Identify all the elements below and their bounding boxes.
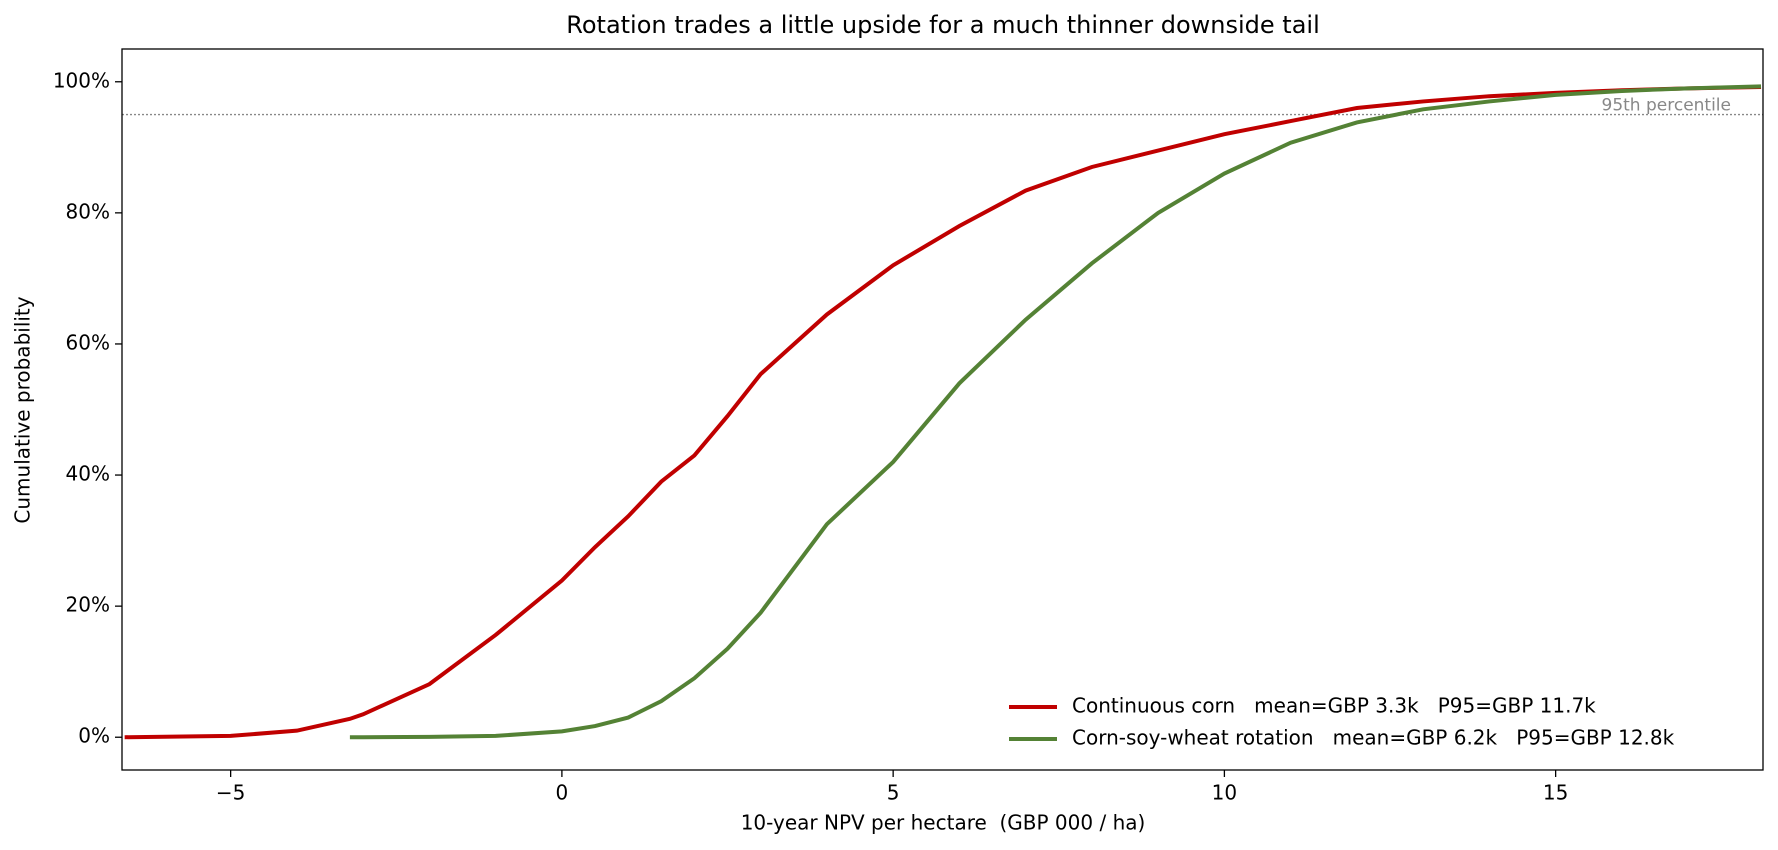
- y-tick-label: 60%: [66, 330, 110, 354]
- x-axis-label: 10-year NPV per hectare (GBP 000 / ha): [741, 811, 1146, 835]
- plot-frame: [121, 48, 1764, 771]
- y-tick-label: 20%: [66, 593, 110, 617]
- x-tick-label: 15: [1543, 781, 1568, 805]
- x-tick-label: 10: [1212, 781, 1237, 805]
- chart-title: Rotation trades a little upside for a mu…: [566, 11, 1320, 39]
- reference-label: 95th percentile: [1602, 96, 1732, 116]
- y-tick-label: 40%: [66, 462, 110, 486]
- series-line: [349, 84, 1762, 740]
- x-tick-label: 0: [556, 781, 569, 805]
- x-tick-label: −5: [216, 781, 245, 805]
- y-tick-label: 80%: [66, 199, 110, 223]
- legend-label: Continuous corn mean=GBP 3.3k P95=GBP 11…: [1072, 694, 1596, 718]
- x-tick-label: 5: [887, 781, 900, 805]
- y-tick-label: 100%: [53, 68, 110, 92]
- series-line: [124, 85, 1762, 740]
- legend-label: Corn-soy-wheat rotation mean=GBP 6.2k P9…: [1072, 726, 1675, 750]
- y-tick-label: 0%: [78, 724, 110, 748]
- y-axis-label: Cumulative probability: [11, 296, 35, 523]
